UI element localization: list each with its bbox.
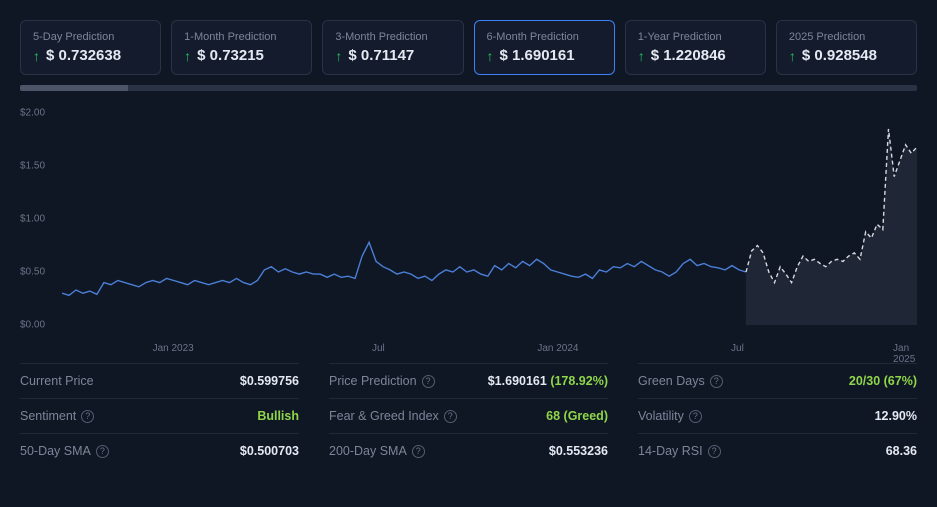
prediction-label: 3-Month Prediction bbox=[335, 31, 450, 43]
prediction-card[interactable]: 2025 Prediction ↑ $ 0.928548 bbox=[776, 20, 917, 75]
stat-value: Bullish bbox=[257, 409, 299, 423]
arrow-up-icon: ↑ bbox=[184, 48, 191, 64]
prediction-value: $ 0.71147 bbox=[348, 47, 414, 64]
arrow-up-icon: ↑ bbox=[638, 48, 645, 64]
prediction-label: 6-Month Prediction bbox=[487, 31, 602, 43]
prediction-value: $ 1.220846 bbox=[651, 47, 726, 64]
history-line bbox=[62, 242, 746, 295]
forecast-area bbox=[746, 129, 917, 325]
arrow-up-icon: ↑ bbox=[33, 48, 40, 64]
prediction-card[interactable]: 1-Year Prediction ↑ $ 1.220846 bbox=[625, 20, 766, 75]
stat-value: 12.90% bbox=[875, 409, 917, 423]
stat-label: Sentiment ? bbox=[20, 409, 94, 423]
stat-label: Current Price bbox=[20, 374, 94, 388]
y-axis-tick: $1.00 bbox=[20, 214, 45, 225]
help-icon[interactable]: ? bbox=[710, 375, 723, 388]
stat-value: $1.690161 (178.92%) bbox=[488, 374, 608, 388]
prediction-value: $ 0.928548 bbox=[802, 47, 877, 64]
stat-row: 200-Day SMA ? $0.553236 bbox=[329, 433, 608, 468]
x-axis-tick: Jan 2025 bbox=[893, 343, 915, 365]
help-icon[interactable]: ? bbox=[96, 445, 109, 458]
prediction-card[interactable]: 1-Month Prediction ↑ $ 0.73215 bbox=[171, 20, 312, 75]
help-icon[interactable]: ? bbox=[422, 375, 435, 388]
prediction-cards-row: 5-Day Prediction ↑ $ 0.732638 1-Month Predi… bbox=[20, 20, 917, 75]
stat-label: 200-Day SMA ? bbox=[329, 444, 425, 458]
help-icon[interactable]: ? bbox=[444, 410, 457, 423]
stat-label: Price Prediction ? bbox=[329, 374, 435, 388]
prediction-value: $ 0.73215 bbox=[197, 47, 264, 64]
prediction-label: 1-Year Prediction bbox=[638, 31, 753, 43]
help-icon[interactable]: ? bbox=[412, 445, 425, 458]
stat-value: 68.36 bbox=[886, 444, 917, 458]
stat-value: $0.553236 bbox=[549, 444, 608, 458]
help-icon[interactable]: ? bbox=[81, 410, 94, 423]
stat-row: Current Price $0.599756 bbox=[20, 363, 299, 398]
stat-value: $0.599756 bbox=[240, 374, 299, 388]
y-axis-tick: $2.00 bbox=[20, 108, 45, 119]
y-axis-tick: $1.50 bbox=[20, 161, 45, 172]
stat-label: 14-Day RSI ? bbox=[638, 444, 721, 458]
stats-grid: Current Price $0.599756 Price Prediction … bbox=[20, 363, 917, 468]
prediction-label: 2025 Prediction bbox=[789, 31, 904, 43]
stat-label: Green Days ? bbox=[638, 374, 723, 388]
stat-label: Fear & Greed Index ? bbox=[329, 409, 457, 423]
help-icon[interactable]: ? bbox=[708, 445, 721, 458]
stat-label: 50-Day SMA ? bbox=[20, 444, 109, 458]
stat-label: Volatility ? bbox=[638, 409, 702, 423]
y-axis-tick: $0.50 bbox=[20, 267, 45, 278]
prediction-label: 1-Month Prediction bbox=[184, 31, 299, 43]
stat-value: 20/30 (67%) bbox=[849, 374, 917, 388]
prediction-value: $ 0.732638 bbox=[46, 47, 121, 64]
stat-row: Sentiment ? Bullish bbox=[20, 398, 299, 433]
stat-value: 68 (Greed) bbox=[546, 409, 608, 423]
x-axis-tick: Jan 2024 bbox=[537, 343, 578, 354]
arrow-up-icon: ↑ bbox=[335, 48, 342, 64]
arrow-up-icon: ↑ bbox=[789, 48, 796, 64]
x-axis-tick: Jul bbox=[372, 343, 385, 354]
prediction-label: 5-Day Prediction bbox=[33, 31, 148, 43]
help-icon[interactable]: ? bbox=[689, 410, 702, 423]
stat-row: Volatility ? 12.90% bbox=[638, 398, 917, 433]
x-axis-tick: Jul bbox=[731, 343, 744, 354]
price-chart: $0.00$0.50$1.00$1.50$2.00 Jan 2023JulJan… bbox=[20, 113, 917, 343]
prediction-card[interactable]: 6-Month Prediction ↑ $ 1.690161 bbox=[474, 20, 615, 75]
stat-row: Fear & Greed Index ? 68 (Greed) bbox=[329, 398, 608, 433]
price-chart-svg bbox=[62, 113, 917, 325]
timeline-scrub-bar[interactable] bbox=[20, 85, 917, 91]
x-axis-tick: Jan 2023 bbox=[153, 343, 194, 354]
prediction-card[interactable]: 5-Day Prediction ↑ $ 0.732638 bbox=[20, 20, 161, 75]
stat-row: 50-Day SMA ? $0.500703 bbox=[20, 433, 299, 468]
y-axis-tick: $0.00 bbox=[20, 320, 45, 331]
stat-row: Price Prediction ? $1.690161 (178.92%) bbox=[329, 363, 608, 398]
arrow-up-icon: ↑ bbox=[487, 48, 494, 64]
stat-row: Green Days ? 20/30 (67%) bbox=[638, 363, 917, 398]
prediction-card[interactable]: 3-Month Prediction ↑ $ 0.71147 bbox=[322, 20, 463, 75]
stat-value: $0.500703 bbox=[240, 444, 299, 458]
prediction-value: $ 1.690161 bbox=[500, 47, 575, 64]
stat-row: 14-Day RSI ? 68.36 bbox=[638, 433, 917, 468]
